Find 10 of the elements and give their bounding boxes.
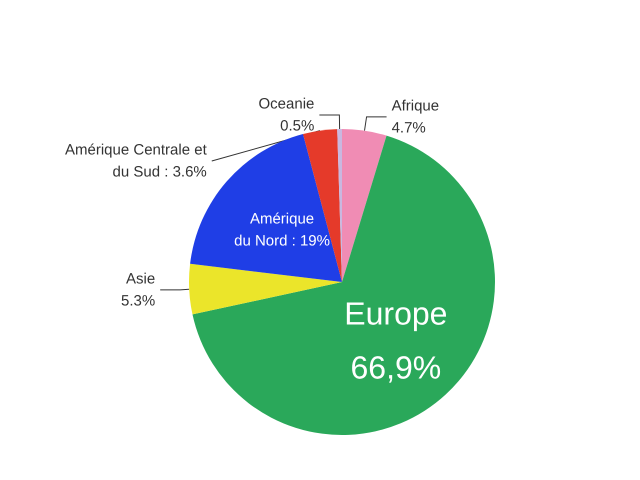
data-label: 66,9% xyxy=(350,349,442,386)
slice-label: Amérique Centrale et du Sud : 3.6% xyxy=(65,142,208,181)
data-label: 4.7% xyxy=(392,119,426,136)
slice-label: Asie xyxy=(126,270,156,288)
slice-label: Afrique xyxy=(392,97,440,114)
slice-label: Oceanie xyxy=(258,96,314,113)
slice-label: Amérique du Nord : 19% xyxy=(234,210,330,250)
data-label: 0.5% xyxy=(280,118,314,135)
slice-label: Europe xyxy=(344,295,448,332)
data-label: 5.3% xyxy=(120,292,156,310)
